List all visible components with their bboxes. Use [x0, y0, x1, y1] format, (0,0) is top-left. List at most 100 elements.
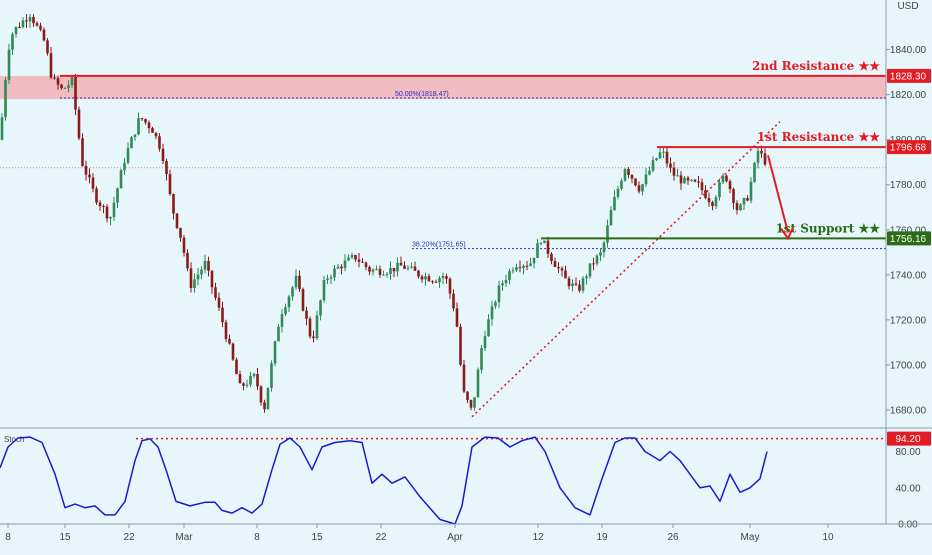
candle-body	[707, 198, 711, 203]
candle-body	[273, 341, 277, 364]
candle-body	[658, 152, 662, 159]
candle-body	[203, 260, 207, 270]
candle-body	[480, 348, 483, 370]
stochastic-pane[interactable]: Stoch	[0, 435, 886, 525]
candle-body	[529, 263, 532, 266]
candle-body	[371, 269, 375, 272]
candle-body	[599, 252, 602, 256]
candle-body	[14, 26, 18, 35]
candle-body	[721, 175, 725, 183]
candle-body	[732, 189, 735, 203]
time-tick-label: 15	[311, 532, 323, 543]
candle-body	[392, 267, 396, 272]
time-tick-label: 8	[254, 532, 260, 543]
candle-body	[543, 240, 546, 244]
candle-body	[550, 253, 553, 262]
price-pane[interactable]: 50.00%(1818.47) 38.20%(1751.65) 2nd Resi…	[0, 13, 886, 418]
projection-arrow	[767, 155, 794, 241]
candle-body	[539, 243, 543, 245]
candle-body	[497, 285, 501, 303]
candle-body	[693, 179, 697, 182]
candle-body	[515, 267, 518, 271]
candle-body	[410, 266, 413, 268]
trendline[interactable]	[471, 121, 781, 418]
second-resistance-price-tag: 1828.30	[887, 68, 931, 83]
candle-body	[490, 306, 494, 320]
candle-body	[18, 26, 21, 28]
candle-body	[270, 363, 273, 388]
candle-body	[637, 185, 641, 192]
candle-body	[189, 268, 193, 289]
candle-body	[172, 194, 175, 214]
candle-body	[298, 275, 301, 290]
candle-body	[0, 117, 4, 140]
candle-body	[644, 174, 648, 185]
first-support-tag-bg	[887, 231, 931, 246]
candle-body	[186, 252, 189, 269]
candle-body	[452, 293, 455, 309]
candle-body	[291, 287, 294, 297]
candle-body	[25, 20, 28, 22]
candle-body	[441, 276, 445, 279]
candle-body	[277, 326, 280, 342]
candle-body	[399, 262, 403, 266]
candle-body	[312, 336, 315, 339]
first-resistance-label: 1st Resistance ★★	[757, 130, 880, 144]
fib-label-38: 38.20%(1751.65)	[412, 242, 466, 249]
candle-body	[592, 263, 595, 265]
candle-body	[753, 162, 756, 182]
candle-body	[284, 307, 287, 315]
candle-body	[4, 80, 7, 118]
first-resistance-price-tag: 1796.68	[887, 140, 931, 155]
candle-body	[252, 373, 256, 376]
candle-body	[165, 160, 168, 175]
stoch-level-tag-text: 94.20	[895, 434, 920, 445]
candle-body	[385, 274, 389, 276]
candle-body	[147, 122, 151, 129]
candle-body	[427, 276, 431, 282]
candle-body	[347, 257, 350, 261]
candle-body	[564, 270, 567, 279]
candle-body	[326, 278, 329, 281]
candle-body	[532, 257, 536, 264]
candle-body	[287, 296, 291, 308]
candle-body	[536, 243, 539, 258]
candle-body	[35, 23, 39, 26]
candle-body	[343, 260, 347, 269]
candle-body	[389, 267, 392, 275]
candle-body	[21, 20, 25, 28]
time-axis[interactable]: 8 15 22 Mar 8 15 22 Apr 12 19 26 May 10	[5, 524, 834, 543]
candle-body	[11, 34, 14, 50]
stoch-level-tag-bg	[887, 431, 931, 446]
candle-body	[130, 137, 133, 149]
candle-body	[56, 78, 60, 85]
candle-body	[28, 16, 32, 22]
candle-body	[245, 384, 249, 386]
candle-body	[417, 270, 420, 277]
candle-body	[431, 281, 434, 283]
candle-body	[578, 284, 581, 291]
stoch-axis-ticks: 0.00 40.00 80.00	[895, 447, 920, 530]
candle-body	[742, 198, 746, 205]
candle-body	[686, 177, 690, 181]
candle-body	[210, 270, 214, 288]
candle-body	[504, 280, 508, 284]
time-tick-label: Apr	[447, 532, 463, 543]
candle-body	[567, 278, 571, 287]
candle-body	[266, 387, 270, 410]
first-resistance-tag-bg	[887, 140, 931, 155]
candle-body	[711, 202, 714, 207]
first-support-label: 1st Support ★★	[775, 221, 880, 235]
candle-body	[301, 289, 305, 311]
candle-body	[462, 364, 466, 392]
candle-body	[494, 302, 497, 307]
price-axis[interactable]: USD 1680.001700.001720.001740.001760.001…	[885, 0, 931, 531]
candle-body	[361, 261, 364, 263]
candle-body	[546, 240, 550, 254]
candle-body	[396, 262, 399, 272]
candle-body	[735, 202, 739, 211]
projection-arrow-head	[780, 227, 794, 241]
second-resistance-tag-bg	[887, 68, 931, 83]
price-tick-label: 1740.00	[890, 270, 927, 281]
candle-body	[231, 343, 235, 360]
